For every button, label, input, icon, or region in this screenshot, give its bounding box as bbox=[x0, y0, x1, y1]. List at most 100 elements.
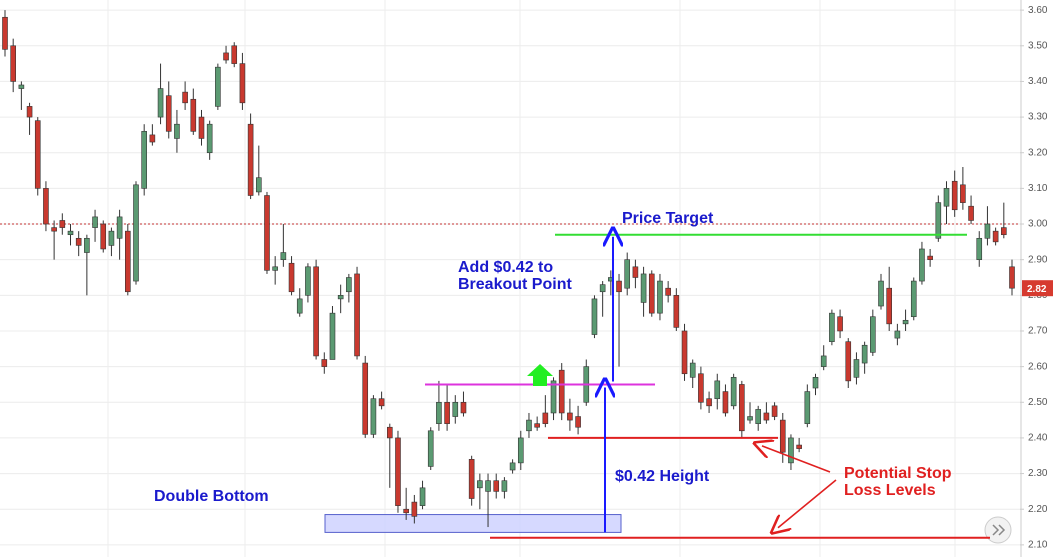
candle-body bbox=[346, 277, 352, 293]
candle-body bbox=[673, 295, 680, 328]
last-price-label: 2.82 bbox=[1027, 284, 1047, 295]
candle-body bbox=[804, 391, 811, 424]
candle-body bbox=[1009, 266, 1015, 289]
candle-body bbox=[534, 423, 540, 428]
annotation: Loss Levels bbox=[844, 482, 936, 499]
candle-body bbox=[206, 123, 213, 154]
candle-body bbox=[84, 237, 90, 253]
y-tick-label: 2.10 bbox=[1028, 540, 1048, 551]
candle-body bbox=[878, 280, 884, 307]
candle-body bbox=[861, 344, 868, 364]
candle-body bbox=[485, 480, 491, 492]
y-tick-label: 3.60 bbox=[1028, 5, 1048, 16]
candle-body bbox=[640, 273, 647, 303]
candle-body bbox=[395, 437, 401, 506]
candle-body bbox=[648, 273, 655, 314]
candle-body bbox=[558, 369, 565, 414]
candle-body bbox=[18, 84, 25, 89]
candle-body bbox=[223, 52, 229, 61]
candle-body bbox=[370, 398, 377, 435]
candle-body bbox=[255, 177, 262, 193]
candle-body bbox=[436, 401, 442, 424]
candle-body bbox=[829, 312, 835, 342]
candle-body bbox=[599, 284, 606, 293]
double-bottom-zone bbox=[324, 514, 622, 533]
candle-body bbox=[296, 298, 303, 314]
candle-body bbox=[198, 116, 205, 139]
candle-body bbox=[411, 501, 418, 517]
stop-arrow bbox=[762, 446, 831, 473]
candle-body bbox=[935, 202, 942, 239]
candle-body bbox=[460, 401, 467, 414]
candle-body bbox=[272, 266, 278, 271]
candle-body bbox=[165, 95, 172, 132]
candle-body bbox=[116, 216, 123, 239]
y-tick-label: 3.30 bbox=[1028, 112, 1048, 123]
candle-body bbox=[779, 419, 786, 453]
candle-body bbox=[452, 401, 459, 417]
candle-body bbox=[517, 437, 524, 464]
candle-body bbox=[100, 223, 107, 250]
candle-body bbox=[75, 237, 82, 246]
candle-body bbox=[264, 195, 270, 271]
candle-body bbox=[812, 377, 819, 389]
candle-body bbox=[542, 412, 549, 424]
candle-body bbox=[92, 216, 98, 228]
candle-body bbox=[288, 262, 295, 293]
candle-body bbox=[403, 508, 409, 514]
candle-body bbox=[231, 45, 238, 64]
candle-body bbox=[567, 412, 573, 421]
candle-body bbox=[591, 298, 598, 335]
candle-body bbox=[763, 412, 770, 421]
candle-body bbox=[919, 248, 925, 282]
candle-body bbox=[771, 405, 778, 417]
candle-body bbox=[837, 316, 843, 332]
y-tick-label: 2.40 bbox=[1028, 433, 1048, 444]
candle-body bbox=[665, 287, 671, 296]
candle-body bbox=[1001, 227, 1007, 236]
breakout-arrow bbox=[527, 364, 553, 386]
candle-body bbox=[730, 377, 737, 407]
candle-body bbox=[362, 362, 369, 435]
candle-body bbox=[796, 444, 802, 449]
candle-body bbox=[714, 380, 721, 400]
candle-body bbox=[157, 88, 164, 118]
candle-body bbox=[722, 391, 729, 414]
candle-body bbox=[698, 373, 704, 403]
candle-body bbox=[501, 480, 508, 492]
candle-body bbox=[337, 295, 344, 300]
stop-arrow bbox=[778, 479, 837, 528]
candle-body bbox=[444, 401, 450, 424]
candle-body bbox=[190, 98, 197, 132]
candle-body bbox=[305, 266, 311, 296]
candle-body bbox=[910, 280, 917, 318]
candle-body bbox=[321, 359, 328, 367]
candle-body bbox=[632, 266, 639, 278]
y-tick-label: 2.70 bbox=[1028, 326, 1048, 337]
candle-body bbox=[280, 252, 287, 260]
candle-body bbox=[468, 459, 475, 499]
candle-body bbox=[59, 220, 66, 228]
candle-body bbox=[26, 106, 33, 118]
candle-body bbox=[125, 230, 131, 293]
candle-body bbox=[755, 409, 762, 424]
candle-body bbox=[820, 355, 827, 367]
scroll-button[interactable] bbox=[984, 516, 1012, 544]
candle-body bbox=[427, 430, 434, 467]
y-tick-label: 3.00 bbox=[1028, 219, 1048, 230]
candle-body bbox=[616, 280, 622, 293]
candle-body bbox=[575, 416, 581, 428]
y-tick-label: 3.10 bbox=[1028, 183, 1048, 194]
candle-body bbox=[943, 188, 950, 207]
candle-body bbox=[706, 398, 712, 407]
candle-body bbox=[378, 398, 385, 407]
candle-body bbox=[51, 227, 57, 232]
candle-body bbox=[657, 280, 663, 314]
candle-body bbox=[951, 180, 958, 211]
candle-body bbox=[550, 380, 557, 414]
y-tick-label: 3.20 bbox=[1028, 147, 1048, 158]
candle-body bbox=[894, 330, 901, 339]
candle-body bbox=[927, 255, 933, 260]
candle-body bbox=[354, 273, 360, 357]
